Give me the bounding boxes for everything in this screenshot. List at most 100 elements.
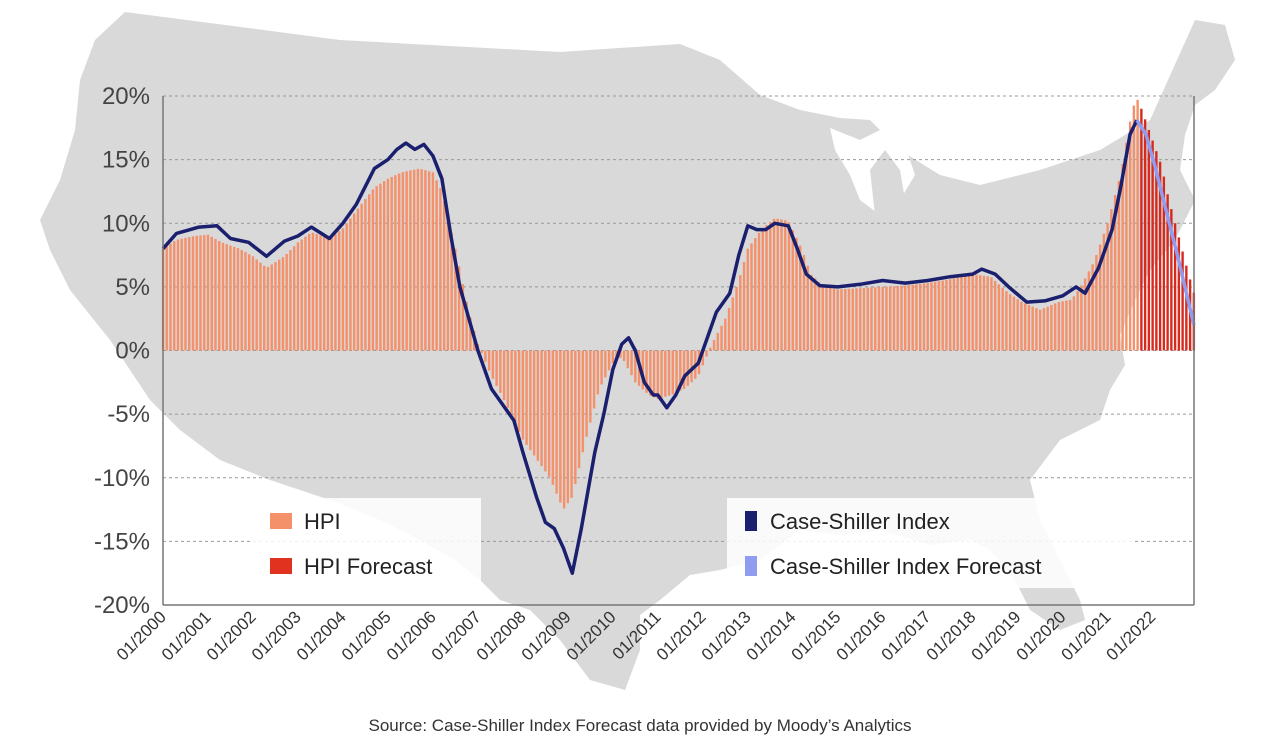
bar xyxy=(735,286,738,351)
bar xyxy=(1158,161,1162,351)
bar xyxy=(326,237,330,351)
bar xyxy=(682,350,686,390)
bar xyxy=(926,283,929,351)
bar xyxy=(469,317,472,351)
bar xyxy=(611,350,615,364)
bar xyxy=(536,350,540,461)
bar xyxy=(499,350,502,393)
bar xyxy=(787,222,791,351)
bar xyxy=(802,255,806,351)
bar xyxy=(229,245,232,351)
bar xyxy=(382,181,386,351)
bar xyxy=(259,262,262,351)
bar xyxy=(532,350,536,456)
bar xyxy=(315,234,318,351)
bar xyxy=(1076,291,1079,351)
bar xyxy=(296,242,300,351)
bar xyxy=(656,350,660,399)
bar xyxy=(712,339,716,351)
bar xyxy=(971,274,974,351)
bar xyxy=(491,350,495,379)
bar xyxy=(810,274,813,351)
y-tick-label: -5% xyxy=(107,401,150,428)
bar xyxy=(799,245,802,351)
bar xyxy=(1113,194,1117,351)
bar xyxy=(675,350,678,393)
bar xyxy=(248,254,251,351)
bar xyxy=(360,203,363,351)
bar xyxy=(566,350,570,504)
x-tick-label: 01/2014 xyxy=(743,607,800,664)
bar xyxy=(754,238,757,351)
legend-swatch-hpi-forecast xyxy=(270,558,292,574)
bar xyxy=(1031,306,1034,351)
bar xyxy=(375,186,378,351)
bar xyxy=(851,288,854,351)
bar xyxy=(784,220,787,351)
bar xyxy=(1170,209,1173,351)
bar xyxy=(1053,303,1057,351)
bar xyxy=(922,283,926,351)
bar xyxy=(832,288,836,351)
bar xyxy=(1117,180,1121,351)
bar xyxy=(963,275,967,351)
bar xyxy=(386,178,390,351)
bar xyxy=(574,350,577,485)
bar xyxy=(1136,99,1139,351)
bar xyxy=(769,221,772,351)
bar xyxy=(442,200,446,351)
bar xyxy=(184,237,187,351)
bar xyxy=(529,350,532,451)
bar xyxy=(975,274,978,351)
bar xyxy=(877,287,881,351)
bar xyxy=(341,228,345,351)
bar xyxy=(1012,296,1016,351)
bar xyxy=(300,239,303,351)
bar xyxy=(885,286,888,351)
bar xyxy=(292,246,296,351)
bar xyxy=(705,350,708,357)
bar xyxy=(859,288,862,351)
bar xyxy=(690,350,693,383)
bar xyxy=(960,276,963,351)
bar xyxy=(761,228,764,351)
bar xyxy=(750,243,753,351)
bar xyxy=(544,350,547,472)
bar xyxy=(457,266,461,351)
bar xyxy=(765,225,768,351)
bar xyxy=(930,282,933,351)
bar xyxy=(1128,121,1132,351)
bar xyxy=(311,232,315,351)
bar xyxy=(720,325,723,351)
bar xyxy=(356,208,360,351)
bar xyxy=(435,180,438,351)
bar xyxy=(746,248,749,351)
bar xyxy=(1102,233,1106,351)
bar xyxy=(1143,119,1147,351)
bar xyxy=(1140,108,1143,351)
bar xyxy=(1068,299,1072,351)
x-tick-label: 01/2006 xyxy=(383,607,440,664)
bar xyxy=(285,254,288,351)
bar xyxy=(214,238,217,351)
bar xyxy=(506,350,510,408)
bar xyxy=(829,288,832,351)
bar xyxy=(896,286,899,351)
bar xyxy=(952,278,956,351)
y-tick-label: -20% xyxy=(94,592,150,619)
bar xyxy=(547,350,551,477)
bar xyxy=(592,350,596,409)
x-tick-label: 01/2022 xyxy=(1103,607,1160,664)
y-tick-label: -15% xyxy=(94,528,150,555)
bar xyxy=(390,176,393,351)
x-tick-label: 01/2015 xyxy=(788,607,845,664)
bar xyxy=(352,213,356,351)
x-tick-label: 01/2012 xyxy=(653,607,710,664)
bar xyxy=(671,350,675,395)
bar xyxy=(1050,305,1053,351)
y-tick-label: 10% xyxy=(102,210,150,237)
bar xyxy=(371,189,375,351)
bar xyxy=(825,287,828,351)
bar xyxy=(540,350,543,467)
bar xyxy=(510,350,513,416)
